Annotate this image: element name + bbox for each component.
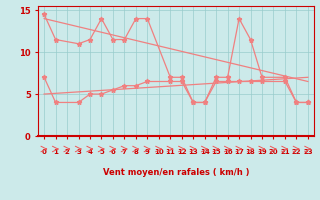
- X-axis label: Vent moyen/en rafales ( km/h ): Vent moyen/en rafales ( km/h ): [103, 168, 249, 177]
